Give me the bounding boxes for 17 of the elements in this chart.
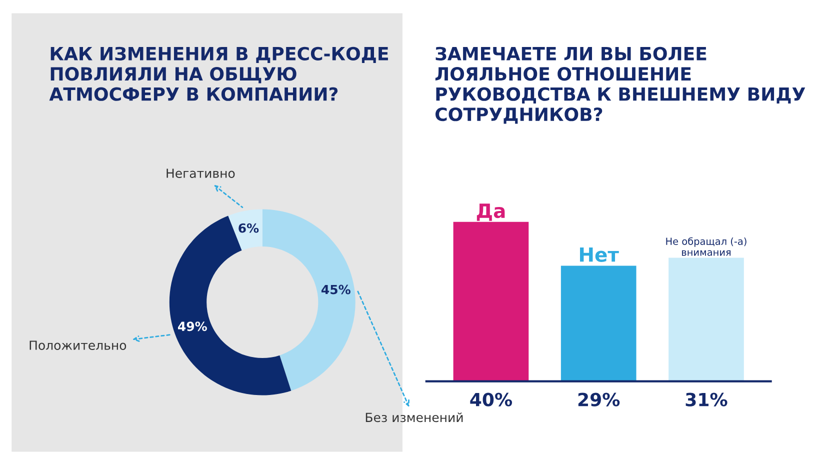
data-label: 6% — [238, 223, 259, 233]
donut-slice — [169, 216, 292, 396]
chart-title: КАК ИЗМЕНЕНИЯ В ДРЕСС-КОДЕ ПОВЛИЯЛИ НА ОБЩУЮ АТМОСФЕРУ В КОМПАНИИ? — [49, 46, 388, 101]
x-tick-label: Не обращал (-а) внимания — [666, 237, 746, 256]
slice-label: Без изменений — [366, 412, 463, 422]
data-label: 40% — [470, 392, 512, 406]
donut-slice — [228, 209, 262, 250]
data-label: 49% — [178, 322, 207, 332]
data-label: 31% — [686, 392, 728, 406]
slice-label: Негативно — [166, 168, 235, 178]
chart-title: ЗАМЕЧАЕТЕ ЛИ ВЫ БОЛЕЕ ЛОЯЛЬНОЕ ОТНОШЕНИЕ РУКОВОДСТВА К ВНЕШНЕМУ ВИДУ СОТРУДНИКОВ? — [435, 46, 806, 124]
x-tick-label: Нет — [580, 247, 619, 262]
data-label: 45% — [321, 284, 350, 294]
slice-label: Положительно — [30, 340, 126, 350]
data-label: 29% — [578, 392, 620, 406]
donut-slice — [262, 209, 356, 391]
x-tick-label: Да — [476, 204, 505, 221]
